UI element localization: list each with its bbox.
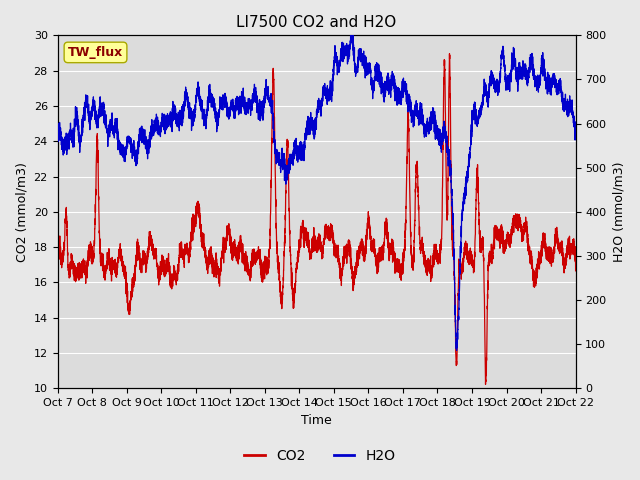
Y-axis label: H2O (mmol/m3): H2O (mmol/m3) xyxy=(612,162,625,262)
Legend: CO2, H2O: CO2, H2O xyxy=(239,443,401,468)
Y-axis label: CO2 (mmol/m3): CO2 (mmol/m3) xyxy=(15,162,28,262)
X-axis label: Time: Time xyxy=(301,414,332,427)
Text: TW_flux: TW_flux xyxy=(68,46,123,59)
Title: LI7500 CO2 and H2O: LI7500 CO2 and H2O xyxy=(236,15,397,30)
